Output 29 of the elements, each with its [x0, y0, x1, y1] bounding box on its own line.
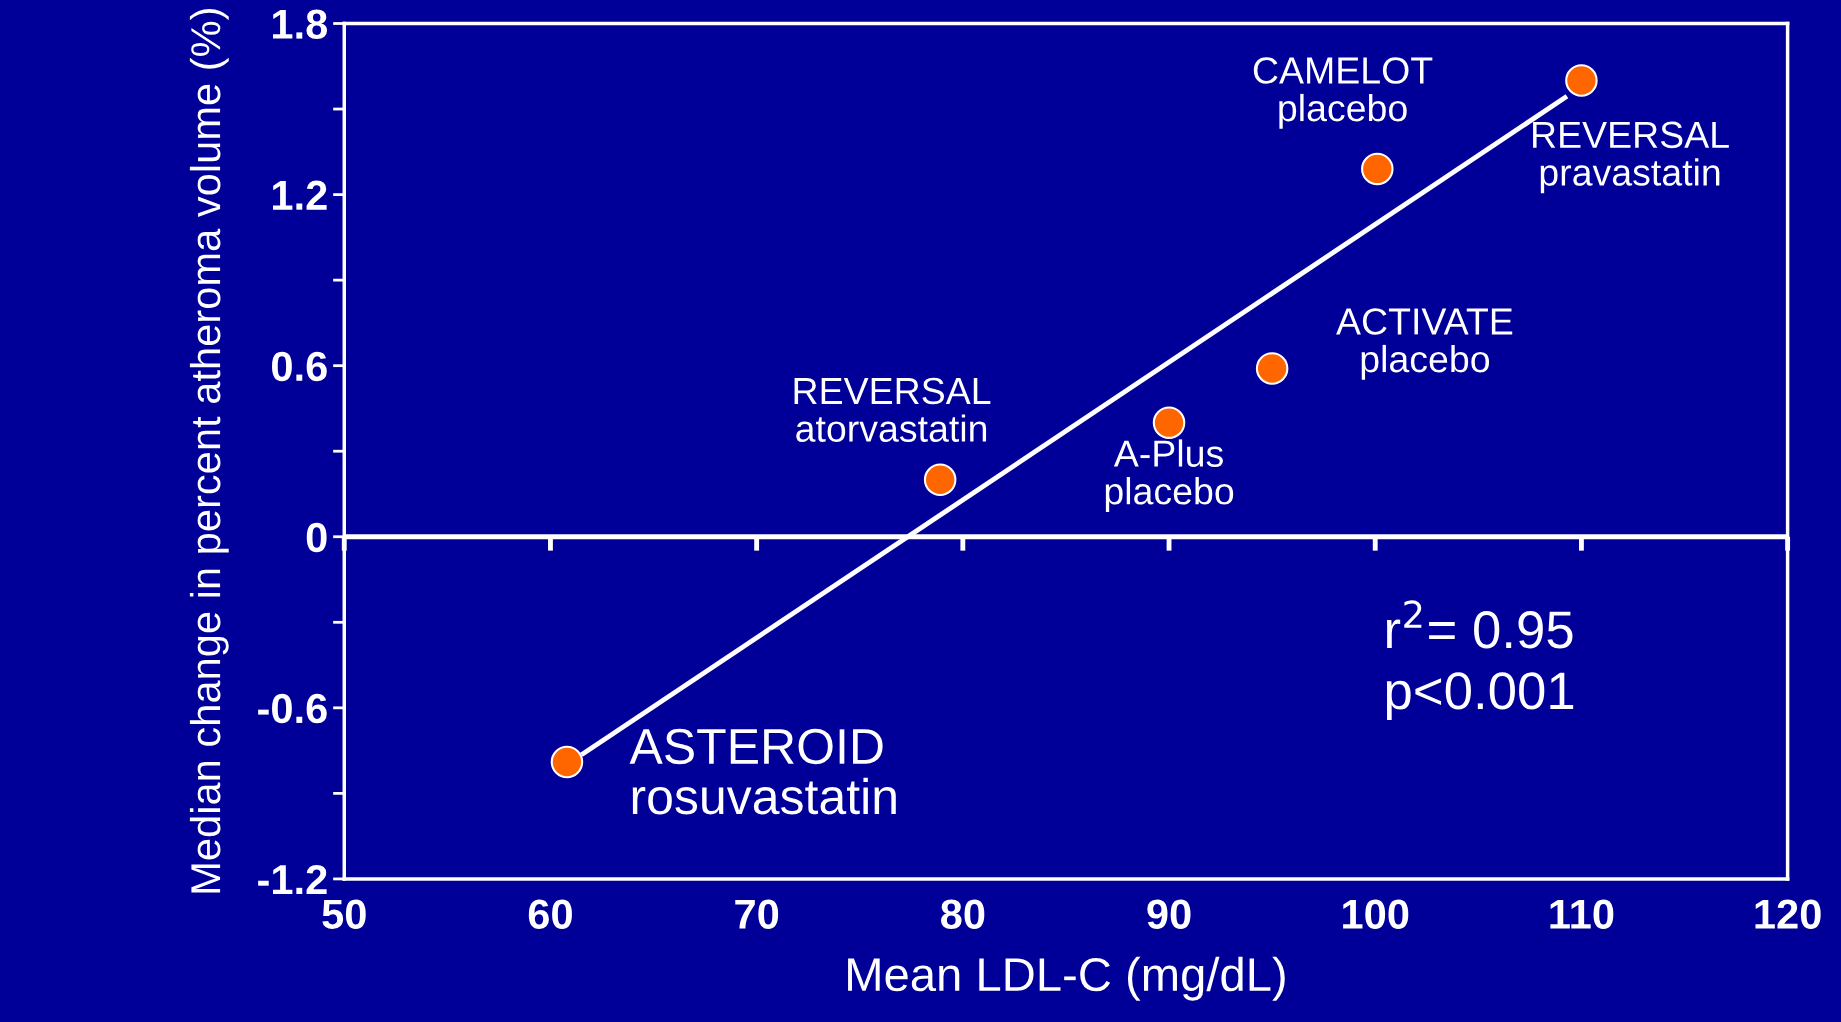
y-tick-label: 1.2: [273, 180, 327, 210]
point: [1152, 406, 1186, 439]
x-tick-label: 90: [1147, 899, 1191, 929]
y-tick-label: 0: [306, 522, 327, 553]
point: [550, 745, 584, 779]
x-axis-title: Mean LDL-C (mg/dL): [848, 956, 1285, 1001]
point: [923, 463, 957, 496]
annotation: A-Plus placebo: [1105, 439, 1234, 512]
y-tick-label: 1.8: [273, 9, 328, 40]
y-tick-label: 0.6: [272, 351, 327, 382]
x-tick-label: 110: [1550, 899, 1614, 929]
x-tick-label: 50: [322, 899, 366, 929]
x-tick-label: 70: [735, 899, 779, 929]
y-axis-title: Median change in percent atheroma volume (%): [189, 9, 229, 893]
x-tick-label: 60: [528, 899, 572, 929]
x-tick-label: 80: [940, 899, 985, 929]
x-tick-label: 100: [1343, 899, 1409, 929]
annotation: REVERSAL atorvastatin: [794, 377, 991, 442]
annotation: r$^{2}$= 0.95 p<0.001: [1386, 600, 1574, 720]
y-tick-label: -0.6: [258, 693, 327, 724]
annotation: CAMELOT placebo: [1253, 57, 1433, 129]
point: [1565, 64, 1598, 97]
annotation: ASTEROID rosuvastatin: [629, 728, 896, 815]
x-tick-label: 120: [1755, 899, 1821, 929]
y-tick-label: -1.2: [258, 864, 327, 895]
annotation: REVERSAL pravastatin: [1533, 121, 1729, 194]
point: [1361, 152, 1394, 186]
annotation: ACTIVATE placebo: [1336, 308, 1513, 380]
point: [1255, 352, 1289, 385]
